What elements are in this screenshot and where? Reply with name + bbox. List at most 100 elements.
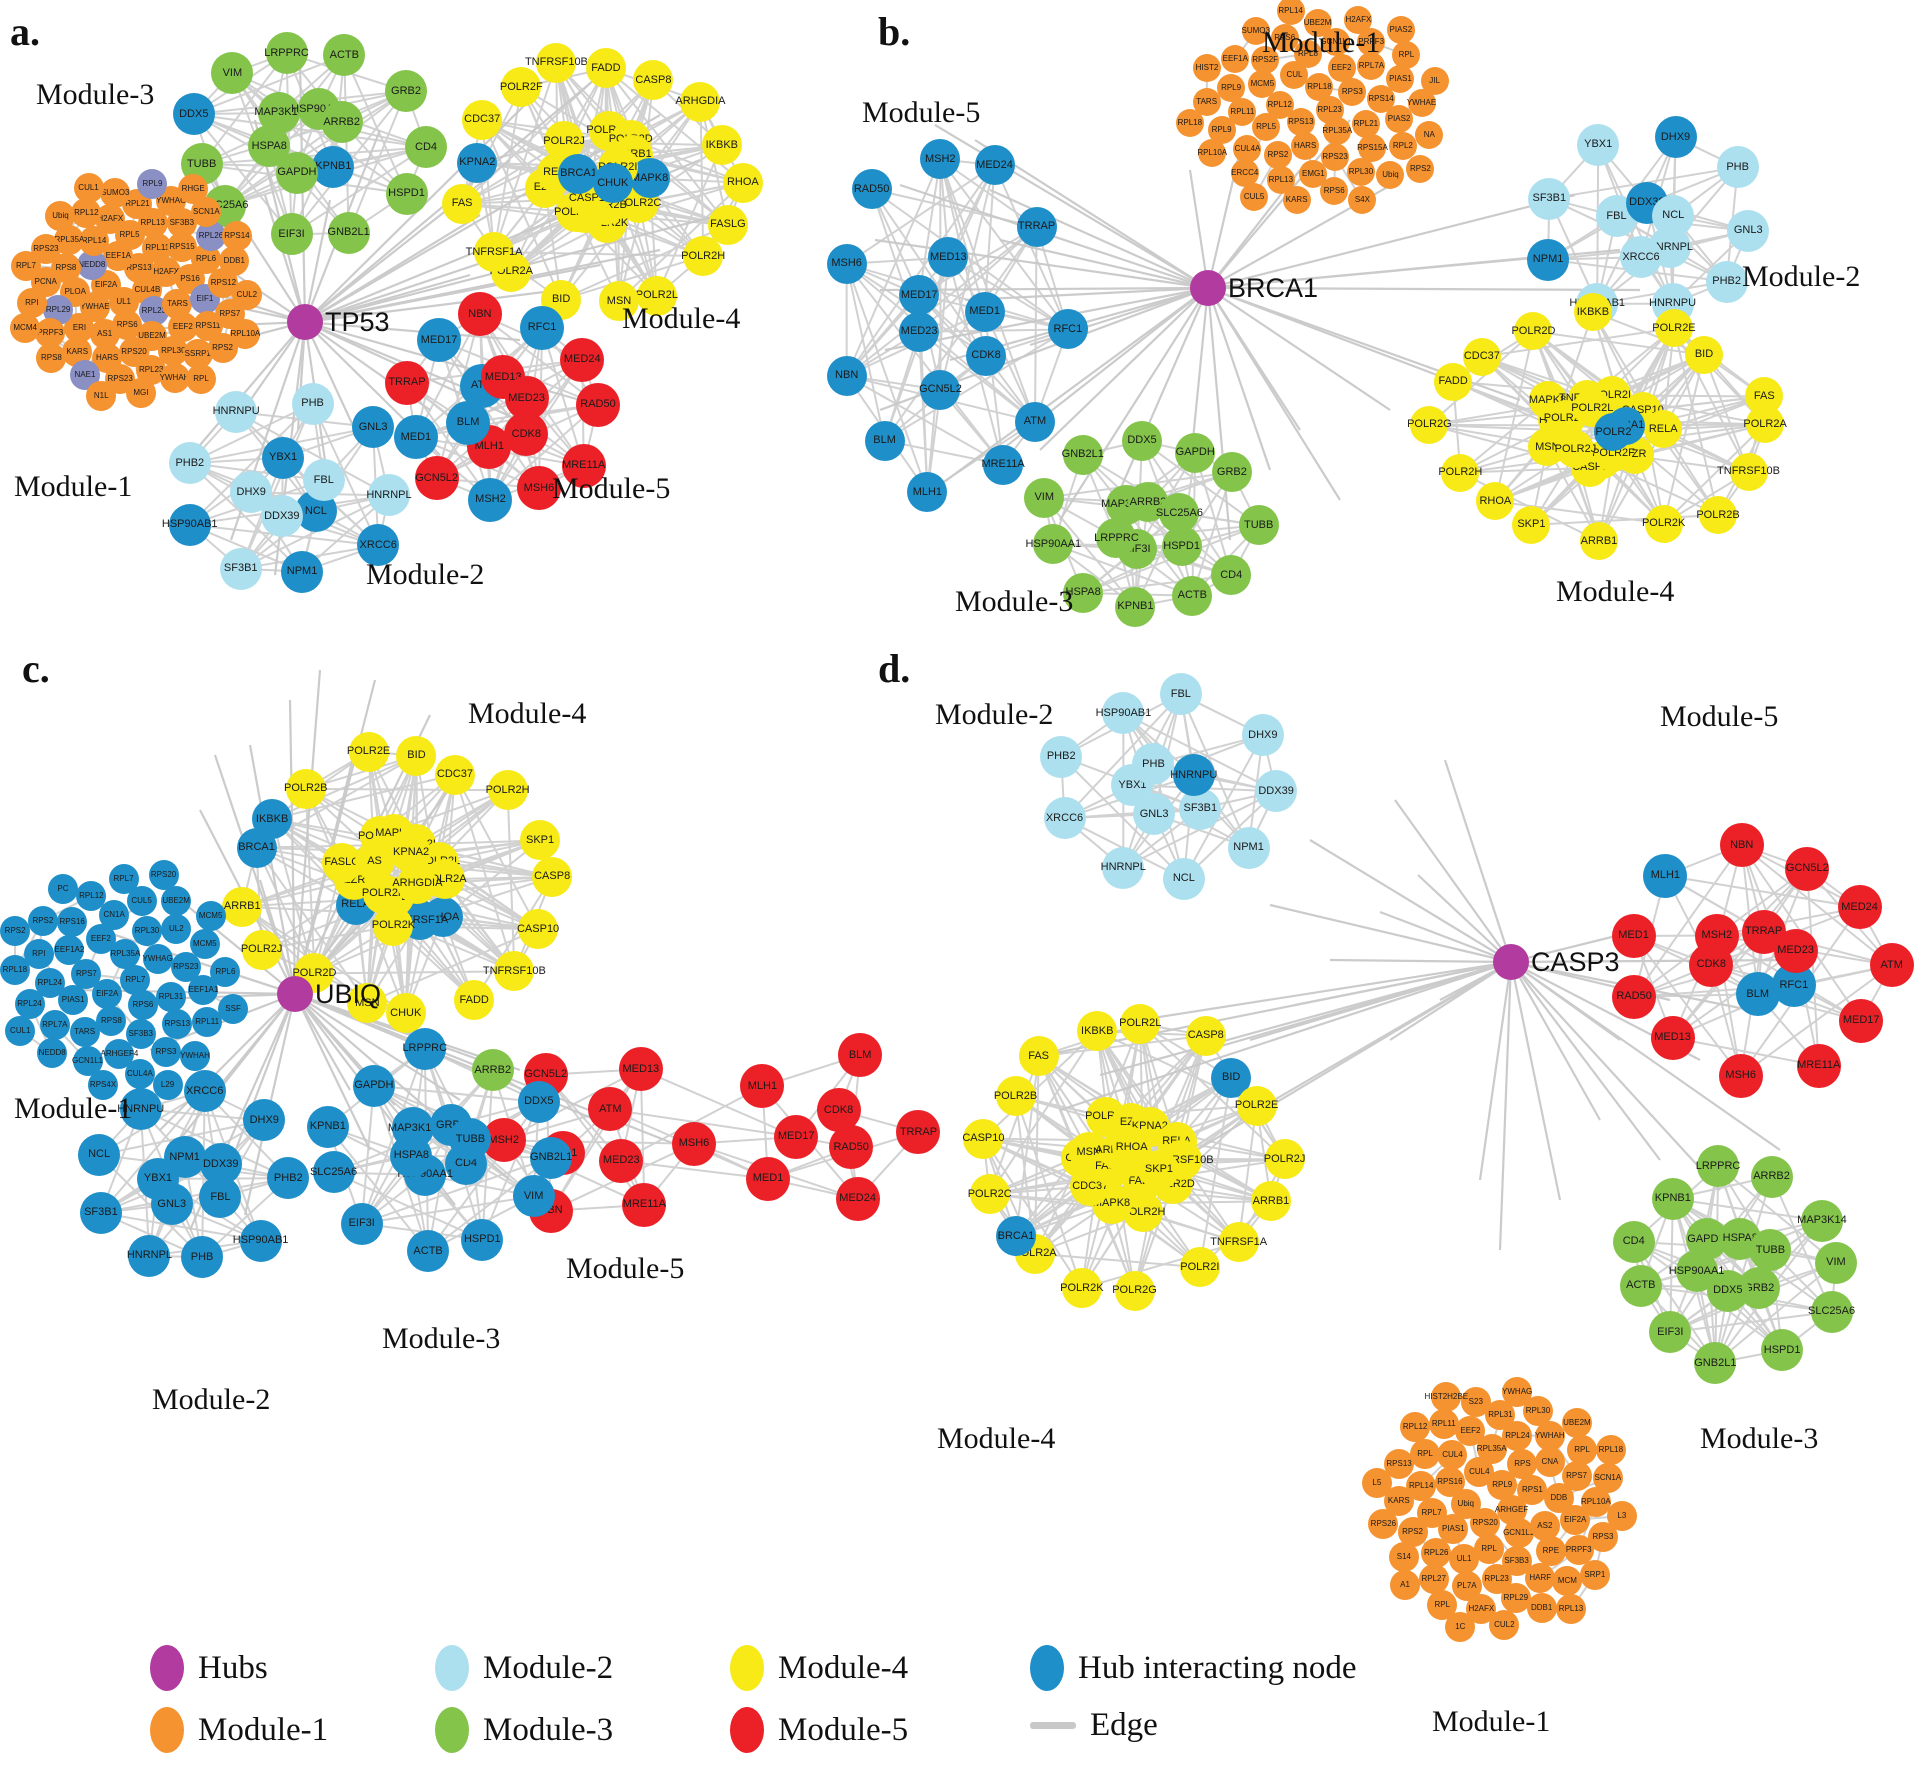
panel-d-node-HSPD1[interactable]: HSPD1	[1761, 1329, 1804, 1372]
panel-d-node-CUL4[interactable]: CUL4	[1464, 1456, 1495, 1487]
panel-c-node-SKP1[interactable]: SKP1	[520, 820, 561, 861]
panel-d-node-FBL[interactable]: FBL	[1159, 673, 1202, 716]
panel-d-node-RPL18[interactable]: RPL18	[1595, 1434, 1626, 1465]
panel-a-node-MED17[interactable]: MED17	[417, 318, 462, 363]
panel-c-node-GNB2L1[interactable]: GNB2L1	[530, 1136, 572, 1179]
panel-c-node-TNFRSF10B[interactable]: TNFRSF10B	[483, 951, 546, 992]
panel-d-node-RPS13[interactable]: RPS13	[1384, 1449, 1415, 1479]
panel-c-hub-ubiq[interactable]	[277, 976, 313, 1012]
panel-b-node-HIST2[interactable]: HIST2	[1192, 53, 1221, 82]
panel-c-node-CASP10[interactable]: CASP10	[517, 909, 559, 950]
panel-b-node-NCL[interactable]: NCL	[1652, 194, 1695, 237]
panel-c-node-SF3B1[interactable]: SF3B1	[79, 1191, 122, 1234]
panel-b-node-RHOA[interactable]: RHOA	[1476, 482, 1515, 521]
panel-b-node-RPL8[interactable]: RPL8	[1293, 39, 1322, 68]
panel-b-node-NPM1[interactable]: NPM1	[1527, 238, 1570, 281]
panel-c-node-LRPPRC[interactable]: LRPPRC	[402, 1027, 447, 1070]
panel-d-node-HARF[interactable]: HARF	[1525, 1562, 1556, 1593]
panel-b-node-RPS2[interactable]: RPS2	[1263, 140, 1292, 169]
panel-c-node-TARS[interactable]: TARS	[69, 1017, 100, 1048]
panel-c-node-MRE11A[interactable]: MRE11A	[622, 1182, 667, 1227]
panel-b-node-DHX9[interactable]: DHX9	[1654, 116, 1697, 159]
panel-a-node-POLR2F[interactable]: POLR2F	[500, 67, 543, 108]
panel-c-node-L29[interactable]: L29	[152, 1069, 183, 1100]
panel-b-node-SUMO3[interactable]: SUMO3	[1242, 17, 1270, 46]
panel-b-node-MSH6[interactable]: MSH6	[826, 243, 867, 284]
panel-c-node-MED17[interactable]: MED17	[774, 1114, 819, 1159]
panel-c-node-RPL6[interactable]: RPL6	[210, 956, 241, 987]
panel-b-node-KARS[interactable]: KARS	[1282, 186, 1311, 215]
panel-d-node-POLR2B[interactable]: POLR2B	[994, 1076, 1037, 1117]
panel-a-node-CUL1[interactable]: CUL1	[73, 173, 104, 204]
panel-c-node-BLM[interactable]: BLM	[838, 1033, 883, 1078]
panel-d-node-CUL4[interactable]: CUL4	[1437, 1440, 1468, 1471]
panel-b-node-GNB2L1[interactable]: GNB2L1	[1062, 434, 1104, 475]
panel-c-node-RPL7[interactable]: RPL7	[108, 863, 139, 894]
panel-b-node-SKP1[interactable]: SKP1	[1512, 505, 1551, 544]
panel-a-node-RPS14[interactable]: RPS14	[221, 220, 252, 251]
panel-b-node-POLR2E[interactable]: POLR2E	[1652, 309, 1696, 348]
panel-b-node-CDK8[interactable]: CDK8	[966, 335, 1007, 376]
panel-c-node-UL2[interactable]: UL2	[161, 914, 192, 945]
panel-b-node-ERCC4[interactable]: ERCC4	[1230, 159, 1259, 188]
panel-a-node-GNB2L1[interactable]: GNB2L1	[328, 211, 370, 254]
panel-d-node-POLR2E[interactable]: POLR2E	[1235, 1085, 1278, 1126]
panel-c-node-EIF2A[interactable]: EIF2A	[92, 978, 123, 1009]
panel-a-node-CDC37[interactable]: CDC37	[462, 99, 503, 140]
panel-b-node-RELA[interactable]: RELA	[1644, 410, 1683, 449]
panel-b-node-CUL5[interactable]: CUL5	[1240, 182, 1269, 211]
panel-c-node-EIF3I[interactable]: EIF3I	[340, 1202, 383, 1245]
panel-b-node-EEF2[interactable]: EEF2	[1327, 53, 1356, 82]
panel-d-node-DDX39[interactable]: DDX39	[1255, 770, 1298, 813]
panel-d-node-NBN[interactable]: NBN	[1719, 823, 1764, 868]
panel-a-node-HNRNPL[interactable]: HNRNPL	[366, 474, 412, 517]
panel-d-node-GNB2L1[interactable]: GNB2L1	[1694, 1342, 1736, 1385]
panel-a-node-Ubiq[interactable]: Ubiq	[45, 200, 76, 231]
panel-d-node-RPL13[interactable]: RPL13	[1556, 1594, 1587, 1625]
panel-b-node-RPS2F[interactable]: RPS2F	[1251, 45, 1280, 74]
panel-d-node-FAS[interactable]: FAS	[1018, 1036, 1059, 1077]
panel-b-node-RPL30[interactable]: RPL30	[1346, 157, 1375, 186]
panel-c-node-NCL[interactable]: NCL	[78, 1133, 121, 1176]
panel-a-node-RHOA[interactable]: RHOA	[722, 162, 763, 203]
panel-d-node-POLR2J[interactable]: POLR2J	[1264, 1139, 1305, 1180]
panel-a-node-SF3B1[interactable]: SF3B1	[219, 547, 262, 590]
panel-b-node-HSPA8[interactable]: HSPA8	[1063, 572, 1104, 613]
panel-b-node-RPL[interactable]: RPL	[1392, 41, 1421, 70]
panel-b-node-RPL9[interactable]: RPL9	[1217, 73, 1246, 102]
panel-b-node-RPL10A[interactable]: RPL10A	[1197, 139, 1227, 168]
panel-c-node-XRCC6[interactable]: XRCC6	[183, 1070, 226, 1113]
panel-a-node-CHUK[interactable]: CHUK	[592, 163, 633, 204]
panel-a-node-MRE11A[interactable]: MRE11A	[561, 443, 606, 488]
panel-d-node-GNL3[interactable]: GNL3	[1133, 793, 1176, 836]
panel-d-node-L3[interactable]: L3	[1606, 1500, 1637, 1531]
panel-a-node-HNRNPU[interactable]: HNRNPU	[213, 390, 260, 433]
panel-c-node-POLR2B[interactable]: POLR2B	[284, 768, 327, 809]
panel-b-node-RPS6[interactable]: RPS6	[1270, 23, 1299, 52]
panel-d-node-RPS7[interactable]: RPS7	[1561, 1460, 1592, 1491]
panel-c-node-SLC25A6[interactable]: SLC25A6	[310, 1151, 357, 1194]
panel-b-node-PIAS1[interactable]: PIAS1	[1386, 64, 1415, 93]
panel-b-node-EEF1A[interactable]: EEF1A	[1221, 44, 1250, 73]
panel-c-node-RPL31[interactable]: RPL31	[155, 981, 186, 1012]
panel-a-node-MSN[interactable]: MSN	[599, 281, 640, 322]
panel-d-node-MRE11A[interactable]: MRE11A	[1796, 1043, 1841, 1088]
panel-b-node-RPL18[interactable]: RPL18	[1305, 73, 1334, 102]
panel-a-node-LRPPRC[interactable]: LRPPRC	[264, 32, 309, 75]
panel-b-node-MED23[interactable]: MED23	[899, 311, 940, 352]
panel-d-node-MED1[interactable]: MED1	[1611, 913, 1656, 958]
panel-c-node-DHX9[interactable]: DHX9	[243, 1099, 286, 1142]
panel-b-node-MRE11A[interactable]: MRE11A	[981, 444, 1025, 485]
panel-d-node-RPS16[interactable]: RPS16	[1434, 1467, 1465, 1498]
panel-d-node-POLR2C[interactable]: POLR2C	[968, 1174, 1012, 1215]
panel-d-node-UL1[interactable]: UL1	[1449, 1544, 1480, 1575]
panel-d-node-LRPPRC[interactable]: LRPPRC	[1696, 1145, 1740, 1188]
panel-c-node-NEDD8[interactable]: NEDD8	[37, 1038, 68, 1069]
panel-a-node-TNFRSF10B[interactable]: TNFRSF10B	[525, 42, 588, 83]
panel-a-node-DHX9[interactable]: DHX9	[230, 471, 273, 514]
panel-c-node-MLH1[interactable]: MLH1	[740, 1064, 785, 1109]
panel-d-node-RPS26[interactable]: RPS26	[1368, 1508, 1399, 1539]
panel-c-node-HNRNPL[interactable]: HNRNPL	[127, 1234, 172, 1277]
panel-d-node-MCM[interactable]: MCM	[1552, 1566, 1583, 1597]
panel-b-node-CUL4A[interactable]: CUL4A	[1233, 135, 1262, 164]
